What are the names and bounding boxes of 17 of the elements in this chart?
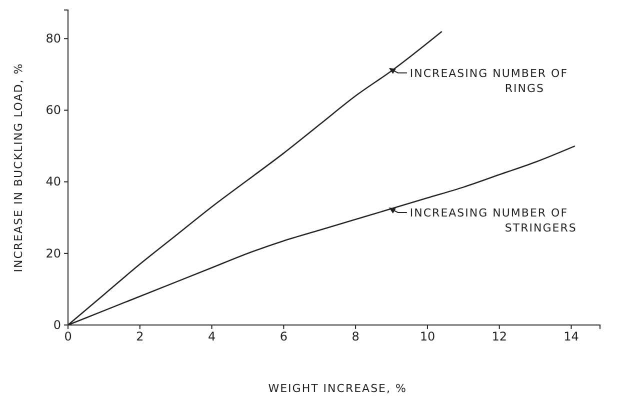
x-tick-label: 6	[280, 330, 288, 344]
y-tick-label: 40	[46, 174, 61, 189]
x-tick-label: 12	[492, 330, 507, 344]
x-tick-label: 8	[352, 330, 360, 344]
y-tick-label: 20	[46, 246, 61, 260]
y-axis-title: INCREASE IN BUCKLING LOAD, %	[12, 62, 25, 272]
annotation: INCREASING NUMBER OF STRINGERS	[410, 206, 577, 234]
x-tick-label: 4	[208, 330, 216, 344]
x-tick-label: 2	[136, 330, 144, 344]
y-tick-label: 60	[46, 103, 61, 118]
x-tick-label: 0	[64, 330, 72, 344]
x-axis-title: WEIGHT INCREASE, %	[268, 382, 407, 395]
annotation: INCREASING NUMBER OF RINGS	[410, 66, 568, 95]
x-tick-label: 10	[420, 330, 436, 344]
x-tick-label: 14	[564, 330, 579, 344]
y-tick-label: 80	[46, 31, 61, 46]
y-tick-label: 0	[53, 318, 61, 332]
